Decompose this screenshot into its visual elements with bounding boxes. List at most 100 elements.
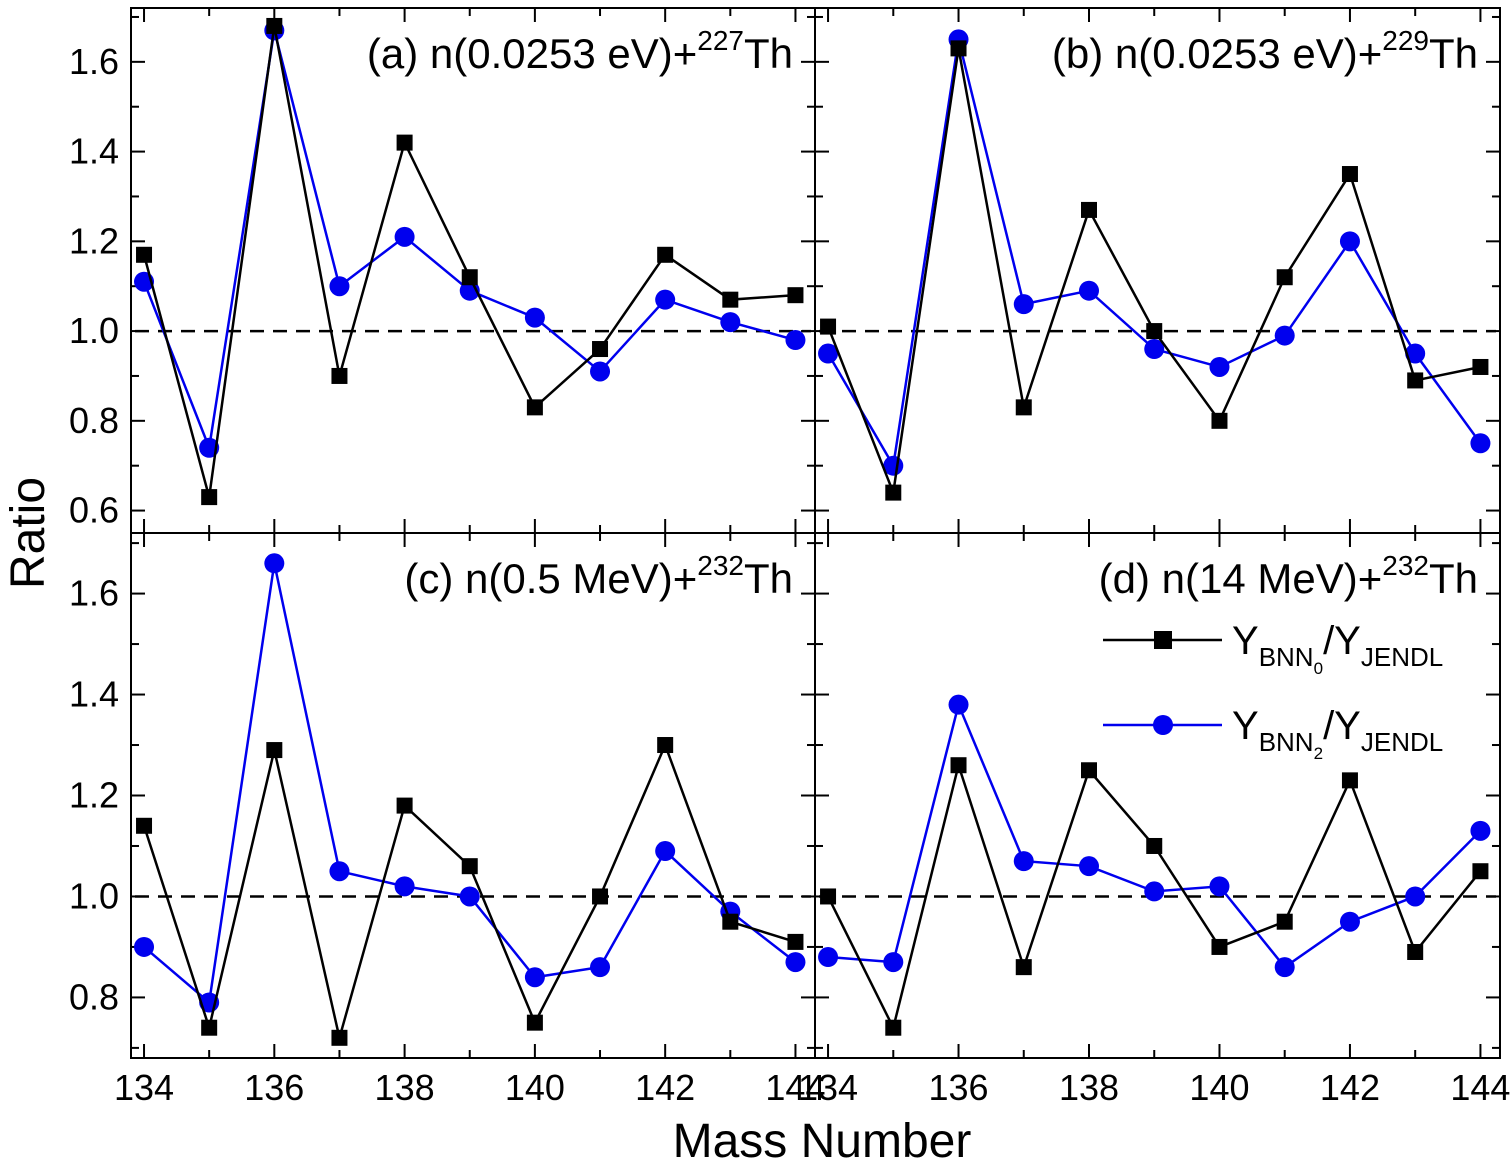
data-point-circle bbox=[1209, 356, 1230, 377]
data-point-square bbox=[461, 858, 478, 875]
panel-a: 0.6 0.8 1.0 1.2 1.4 1.6 (a) n(0.0253 eV)+227Th bbox=[69, 7, 816, 534]
data-point-circle bbox=[1274, 325, 1295, 346]
data-point-square bbox=[592, 341, 609, 358]
y-tick-label: 1.0 bbox=[69, 875, 119, 916]
data-point-circle bbox=[1209, 876, 1230, 897]
data-point-circle bbox=[524, 307, 545, 328]
data-point-square bbox=[657, 246, 674, 263]
panel-title-isotope-mass: 227 bbox=[697, 25, 744, 56]
series-line-bnn2 bbox=[142, 30, 796, 453]
data-point-square bbox=[1211, 412, 1228, 429]
data-point-circle bbox=[1079, 280, 1099, 301]
panel-title-isotope-mass: 232 bbox=[1382, 550, 1429, 581]
data-point-square bbox=[1341, 772, 1358, 789]
data-point-circle bbox=[785, 330, 806, 351]
data-point-square bbox=[950, 40, 967, 57]
legend-marker-circle bbox=[1153, 715, 1173, 735]
y-tick-label: 0.8 bbox=[69, 976, 119, 1017]
data-point-square bbox=[885, 484, 902, 501]
panel-title-element: Th bbox=[744, 30, 793, 77]
panel-title-text: (a) n(0.0253 eV)+ bbox=[367, 30, 697, 77]
data-point-circle bbox=[524, 967, 545, 988]
data-point-square bbox=[461, 269, 478, 286]
data-point-circle bbox=[1013, 294, 1034, 315]
series-line-bnn2 bbox=[826, 39, 1482, 470]
panel-d: 134 136 138 140 142 144 (d) n(14 MeV)+232Th bbox=[798, 532, 1510, 1108]
y-tick-label: 0.8 bbox=[69, 400, 119, 441]
series-line-bnn0 bbox=[142, 25, 796, 498]
y-tick-label: 1.6 bbox=[69, 41, 119, 82]
x-tick-label: 140 bbox=[1189, 1067, 1249, 1108]
data-point-circle bbox=[720, 312, 741, 333]
y-tick-label: 1.4 bbox=[69, 131, 119, 172]
data-point-circle bbox=[329, 861, 350, 882]
data-point-square bbox=[1015, 959, 1032, 976]
data-point-circle bbox=[655, 841, 676, 862]
data-point-circle bbox=[1013, 851, 1034, 872]
data-point-square bbox=[820, 318, 837, 335]
data-point-circle bbox=[590, 957, 611, 978]
data-point-circle bbox=[1405, 343, 1426, 364]
panel-title-text: (d) n(14 MeV)+ bbox=[1099, 555, 1383, 602]
data-point-square bbox=[331, 1029, 348, 1046]
data-point-circle bbox=[818, 343, 839, 364]
panel-title-element: Th bbox=[1429, 30, 1478, 77]
legend-marker-square bbox=[1154, 631, 1172, 649]
data-point-circle bbox=[1144, 339, 1165, 360]
data-point-square bbox=[1341, 166, 1358, 183]
x-tick-label: 142 bbox=[635, 1067, 695, 1108]
data-point-square bbox=[1146, 323, 1163, 340]
data-point-square bbox=[526, 399, 543, 416]
data-point-square bbox=[657, 737, 674, 754]
x-tick-label: 136 bbox=[928, 1067, 988, 1108]
y-tick-label: 0.6 bbox=[69, 490, 119, 531]
panel-title: (d) n(14 MeV)+232Th bbox=[1099, 550, 1478, 602]
x-tick-label: 140 bbox=[505, 1067, 565, 1108]
data-point-square bbox=[950, 757, 967, 774]
legend: YBNN0/YJENDL YBNN2/YJENDL bbox=[1103, 619, 1443, 763]
y-tick-label: 1.2 bbox=[69, 220, 119, 261]
y-tick-label: 1.6 bbox=[69, 573, 119, 614]
panel-b: (b) n(0.0253 eV)+229Th bbox=[814, 7, 1501, 534]
data-point-square bbox=[136, 246, 153, 263]
data-point-square bbox=[1081, 762, 1097, 779]
data-point-square bbox=[136, 817, 153, 834]
series-line-bnn2 bbox=[143, 563, 797, 1005]
panel-title: (a) n(0.0253 eV)+227Th bbox=[367, 25, 793, 77]
data-point-circle bbox=[1470, 433, 1491, 454]
data-point-circle bbox=[1470, 820, 1491, 841]
data-point-square bbox=[1146, 837, 1163, 854]
data-point-circle bbox=[459, 886, 480, 907]
data-point-square bbox=[266, 17, 283, 34]
data-point-square bbox=[1276, 269, 1293, 286]
data-point-circle bbox=[1339, 911, 1360, 932]
x-axis-label: Mass Number bbox=[673, 1115, 972, 1166]
data-point-circle bbox=[394, 226, 415, 247]
data-point-circle bbox=[264, 553, 285, 574]
data-point-square bbox=[722, 291, 739, 308]
legend-label: YBNN2/YJENDL bbox=[1232, 704, 1443, 763]
panel-title-element: Th bbox=[744, 555, 793, 602]
data-point-square bbox=[787, 287, 804, 304]
data-point-circle bbox=[590, 361, 611, 382]
data-point-circle bbox=[1144, 881, 1165, 902]
data-point-circle bbox=[134, 936, 155, 957]
data-point-square bbox=[1276, 913, 1293, 930]
x-tick-label: 144 bbox=[765, 1067, 825, 1108]
data-point-square bbox=[1081, 201, 1097, 218]
data-point-square bbox=[592, 888, 609, 905]
data-point-square bbox=[266, 742, 283, 759]
legend-label: YBNN0/YJENDL bbox=[1232, 619, 1443, 678]
data-point-circle bbox=[1405, 886, 1426, 907]
panel-frame bbox=[814, 532, 1501, 1059]
panel-title-isotope-mass: 229 bbox=[1382, 25, 1429, 56]
data-point-square bbox=[396, 797, 413, 814]
data-point-circle bbox=[1339, 231, 1360, 252]
data-point-square bbox=[201, 1019, 218, 1036]
panel-c: 134 136 138 140 142 144 0.8 1.0 1.2 1.4 1.6 (c) n(0… bbox=[69, 532, 825, 1108]
data-point-square bbox=[1015, 399, 1032, 416]
data-point-circle bbox=[948, 694, 969, 715]
data-point-square bbox=[722, 913, 739, 930]
data-point-circle bbox=[785, 952, 806, 973]
data-point-circle bbox=[1274, 957, 1295, 978]
